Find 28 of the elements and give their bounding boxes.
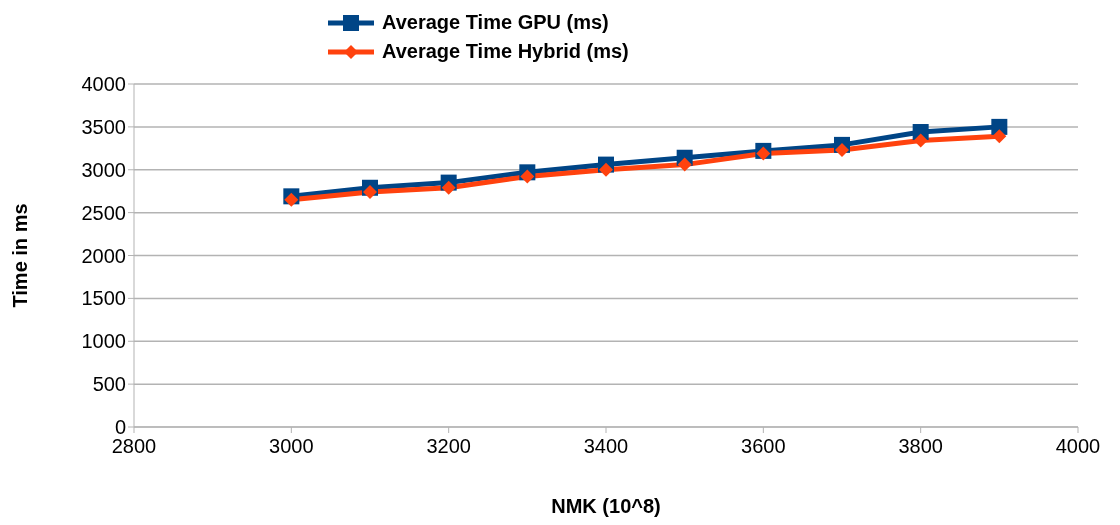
y-tick-label: 500 <box>92 373 126 396</box>
x-tick-label: 3200 <box>426 435 471 458</box>
point <box>284 192 299 207</box>
y-tick-label: 4000 <box>81 73 126 96</box>
point <box>992 129 1007 144</box>
y-tick-label: 3500 <box>81 115 126 138</box>
point <box>520 169 535 184</box>
legend-label: Average Time Hybrid (ms) <box>382 39 629 64</box>
x-tick-label: 4000 <box>1055 435 1101 458</box>
y-axis-title: Time in ms <box>9 203 32 308</box>
x-tick-label: 3400 <box>583 435 629 458</box>
x-tick-label: 3600 <box>741 435 786 458</box>
point <box>913 133 928 148</box>
y-tick-label: 2500 <box>81 201 126 224</box>
point <box>677 157 692 172</box>
y-tick-label: 1500 <box>81 287 126 310</box>
point <box>599 162 613 177</box>
y-tick-label: 2000 <box>81 244 126 267</box>
point <box>363 185 377 200</box>
x-axis-title: NMK (10^8) <box>551 495 661 517</box>
y-tick-label: 3000 <box>81 158 126 181</box>
point <box>835 143 849 158</box>
x-tick-label: 3800 <box>898 435 943 458</box>
point <box>756 146 771 161</box>
x-tick-label: 3000 <box>269 435 314 458</box>
y-tick-label: 1000 <box>81 330 126 353</box>
point <box>441 180 456 195</box>
legend-label: Average Time GPU (ms) <box>382 10 609 35</box>
